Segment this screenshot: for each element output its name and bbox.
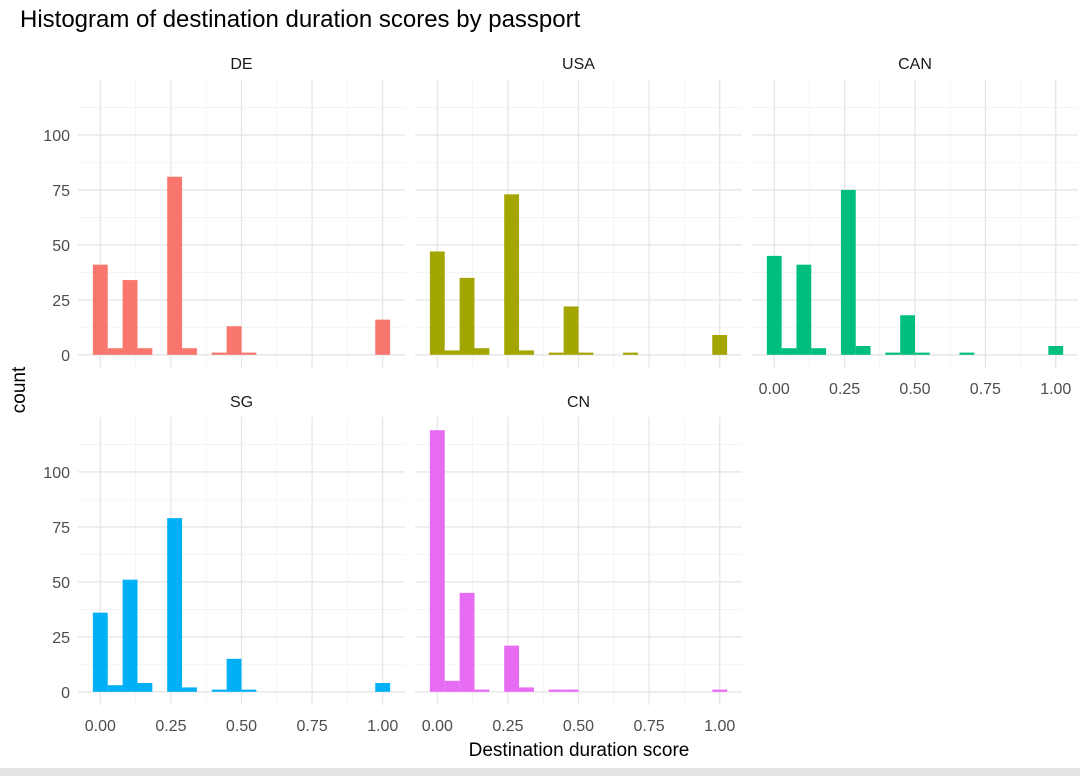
y-tick-label: 25 xyxy=(52,293,70,310)
histogram-bar xyxy=(548,689,564,692)
histogram-bar xyxy=(137,683,153,692)
x-tick-label: 0.50 xyxy=(899,381,930,398)
histogram-bar xyxy=(211,689,227,692)
histogram-bar xyxy=(241,689,257,692)
histogram-bar xyxy=(444,350,460,355)
histogram-bar xyxy=(504,194,520,355)
facet-label-usa: USA xyxy=(562,56,595,73)
window-bottom-edge xyxy=(0,768,1080,776)
histogram-bar xyxy=(766,255,782,355)
facet-label-cn: CN xyxy=(567,394,590,411)
histogram-bar xyxy=(167,518,183,692)
y-tick-label: 0 xyxy=(61,685,70,702)
x-tick-label: 0.00 xyxy=(759,381,790,398)
histogram-bar xyxy=(122,280,138,355)
histogram-bar xyxy=(459,592,475,692)
histogram-bar xyxy=(519,687,534,692)
histogram-bar xyxy=(811,348,827,355)
x-tick-label: 0.00 xyxy=(85,718,116,735)
histogram-bar xyxy=(915,352,930,355)
facet-panel-cn: CN 0.00 0.25 0.50 0.75 1.00 xyxy=(415,394,742,735)
y-tick-label: 100 xyxy=(43,128,70,145)
histogram-bar xyxy=(137,348,153,355)
histogram-bar xyxy=(241,352,257,355)
histogram-bar xyxy=(504,645,520,692)
histogram-bar xyxy=(459,277,475,355)
histogram-bar xyxy=(444,680,460,692)
x-tick-label: 0.25 xyxy=(155,718,186,735)
y-tick-label: 0 xyxy=(61,348,70,365)
histogram-bar xyxy=(429,251,445,355)
y-tick-label: 25 xyxy=(52,630,70,647)
histogram-bar xyxy=(1048,346,1064,355)
y-tick-label: 50 xyxy=(52,575,70,592)
x-tick-label: 0.75 xyxy=(634,718,665,735)
histogram-bar xyxy=(226,658,242,692)
histogram-bar xyxy=(959,352,975,355)
histogram-bar xyxy=(563,306,579,355)
histogram-bar xyxy=(548,352,564,355)
histogram-bar xyxy=(182,348,197,355)
x-tick-label: 0.25 xyxy=(829,381,860,398)
x-tick-label: 1.00 xyxy=(704,718,735,735)
x-tick-label: 0.75 xyxy=(970,381,1001,398)
x-tick-label: 0.50 xyxy=(226,718,257,735)
histogram-bar xyxy=(578,352,594,355)
histogram-bar xyxy=(474,689,490,692)
histogram-bar xyxy=(855,346,871,355)
histogram-bar xyxy=(375,319,391,355)
facet-panel-de: DE 0 25 50 75 100 xyxy=(43,56,405,368)
histogram-bar xyxy=(429,430,445,692)
histogram-bar xyxy=(122,579,138,692)
y-tick-label: 100 xyxy=(43,465,70,482)
x-tick-label: 0.25 xyxy=(492,718,523,735)
facet-label-can: CAN xyxy=(898,56,932,73)
x-axis-label: Destination duration score xyxy=(469,740,690,761)
histogram-bar xyxy=(519,350,534,355)
histogram-bar xyxy=(563,689,579,692)
facet-label-sg: SG xyxy=(230,394,253,411)
x-tick-label: 0.50 xyxy=(563,718,594,735)
x-tick-label: 0.00 xyxy=(422,718,453,735)
histogram-bar xyxy=(474,348,490,355)
histogram-bar xyxy=(900,315,915,355)
facet-panel-sg: SG 0 25 50 75 100 0.00 0.25 0.50 0.75 1.00 xyxy=(43,394,405,735)
histogram-bar xyxy=(712,335,728,355)
x-tick-label: 1.00 xyxy=(367,718,398,735)
histogram-bar xyxy=(92,612,108,692)
histogram-bar xyxy=(211,352,227,355)
histogram-bar xyxy=(167,176,183,355)
y-tick-label: 75 xyxy=(52,520,70,537)
histogram-bar xyxy=(712,689,728,692)
histogram-bar xyxy=(840,189,856,355)
histogram-bar xyxy=(182,687,197,692)
chart-title: Histogram of destination duration scores… xyxy=(20,6,581,33)
histogram-bar xyxy=(781,348,797,355)
x-tick-label: 0.75 xyxy=(297,718,328,735)
histogram-bar xyxy=(375,683,391,692)
y-axis-label: count xyxy=(9,366,30,413)
histogram-bar xyxy=(107,348,123,355)
histogram-bar xyxy=(226,326,242,355)
y-tick-label: 50 xyxy=(52,238,70,255)
y-tick-label: 75 xyxy=(52,183,70,200)
histogram-bar xyxy=(92,264,108,355)
facet-label-de: DE xyxy=(230,56,252,73)
facet-panel-can: CAN 0.00 0.25 0.50 0.75 1.00 xyxy=(752,56,1078,398)
facet-panel-usa: USA xyxy=(415,56,742,368)
histogram-bar xyxy=(885,352,901,355)
histogram-bar xyxy=(796,264,812,355)
histogram-bar xyxy=(623,352,638,355)
histogram-bar xyxy=(107,685,123,692)
x-tick-label: 1.00 xyxy=(1040,381,1071,398)
